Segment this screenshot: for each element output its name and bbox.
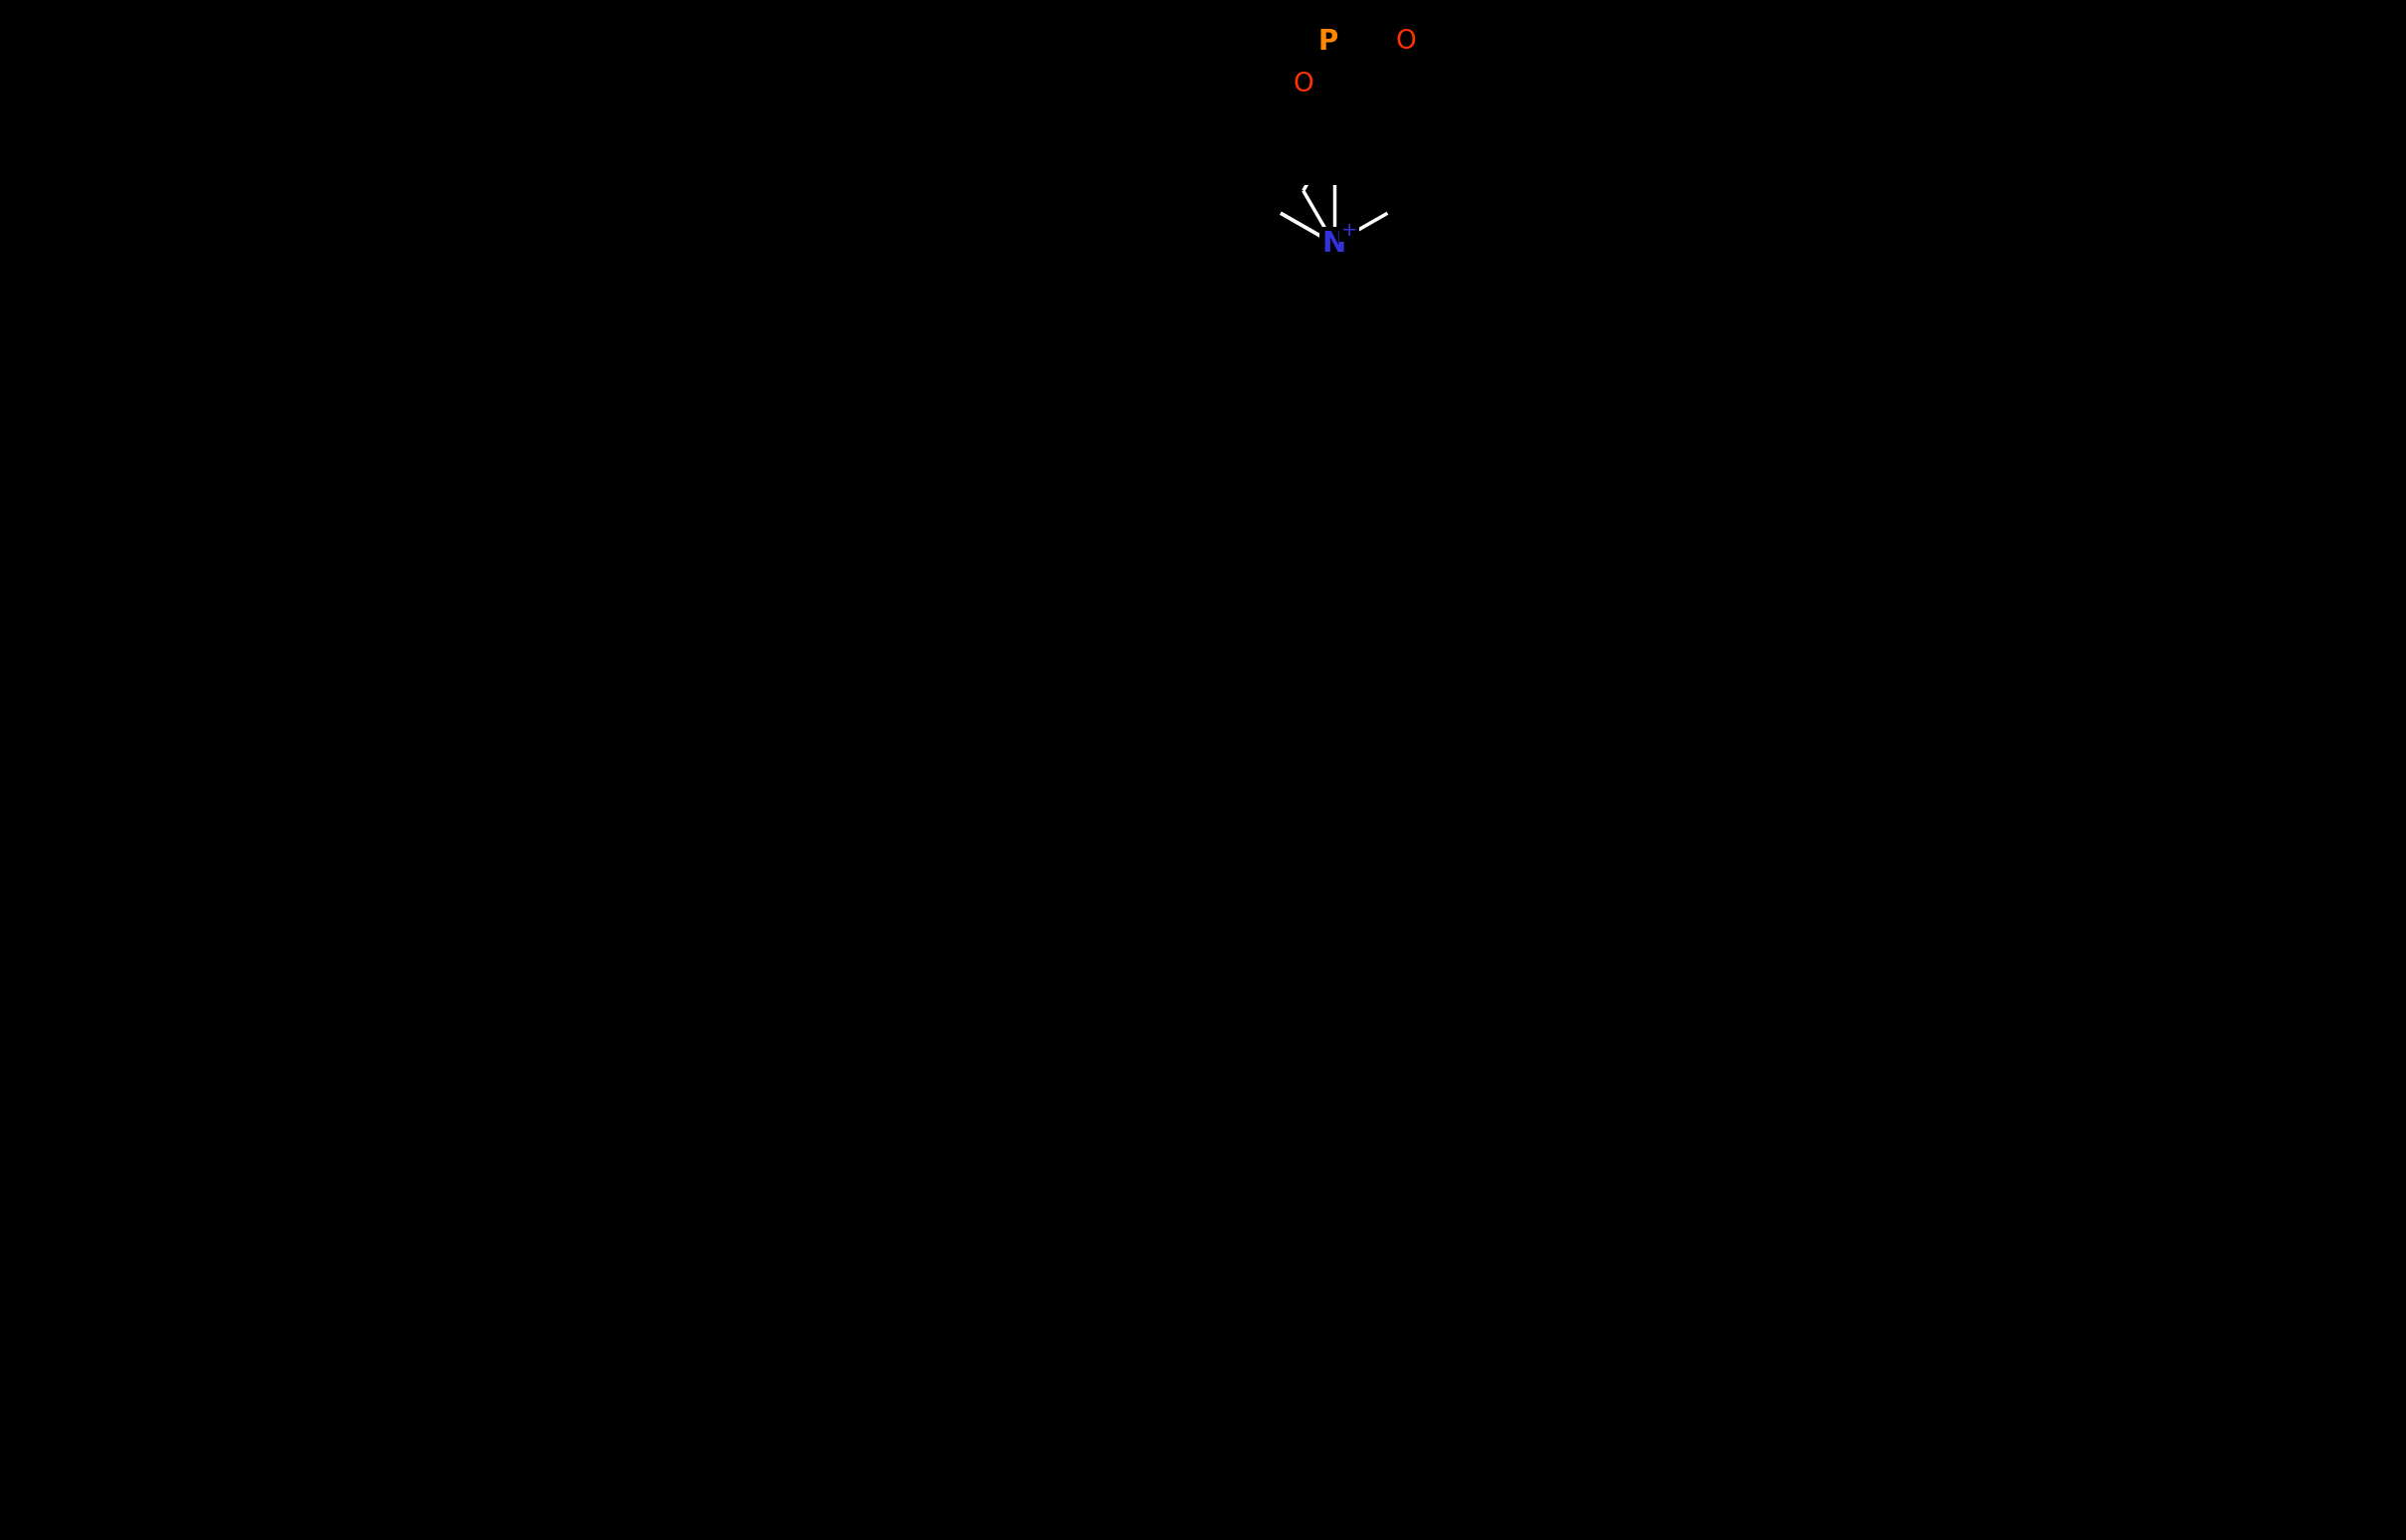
Text: N: N (1321, 229, 1347, 257)
Text: P: P (1318, 28, 1338, 55)
Text: O: O (1395, 29, 1417, 55)
Text: +: + (1340, 220, 1357, 239)
Text: ⁻: ⁻ (1376, 0, 1386, 8)
Text: O: O (1364, 0, 1386, 2)
Text: O: O (1287, 0, 1306, 2)
Text: O: O (1292, 72, 1314, 97)
